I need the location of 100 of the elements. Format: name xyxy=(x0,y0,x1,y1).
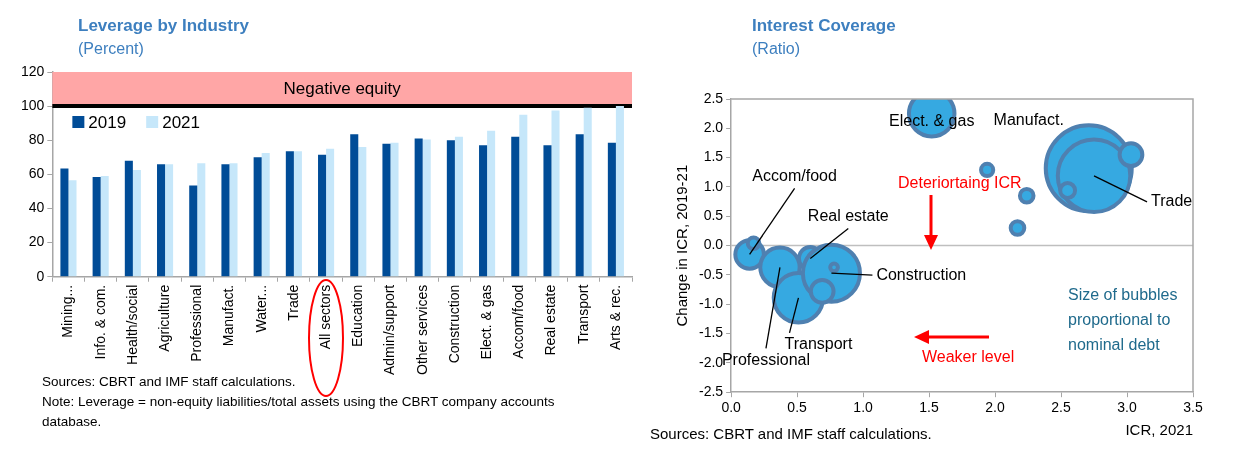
bar xyxy=(390,142,399,277)
x-tick-label: Arts & rec. xyxy=(606,284,623,351)
y-tick-label: 0 xyxy=(36,267,45,284)
x-tick-label: Health/social xyxy=(123,284,140,365)
annotation: Construction xyxy=(876,265,967,283)
x-tick-label: Accom/food xyxy=(510,284,527,359)
bar xyxy=(221,164,230,277)
x-tick-label: All sectors xyxy=(316,284,333,350)
bar xyxy=(92,176,101,277)
chart-title: Interest Coverage xyxy=(752,16,896,36)
x-tick-label: 3.5 xyxy=(1183,399,1203,416)
bar xyxy=(511,136,520,277)
bar xyxy=(285,151,294,277)
x-tick-label: Info. & com. xyxy=(91,284,108,360)
bar xyxy=(454,136,463,277)
x-tick-label: 2.0 xyxy=(985,399,1005,416)
bar xyxy=(165,164,174,277)
y-tick-label: 0.5 xyxy=(703,207,724,224)
x-tick-label: Admin/support xyxy=(381,284,398,376)
bar xyxy=(261,153,270,277)
annotation: Accom/food xyxy=(752,166,837,184)
x-axis-title: ICR, 2021 xyxy=(1125,421,1193,439)
annotation: Size of bubbles proportional to nominal debt xyxy=(1068,285,1179,355)
y-tick-label: 2.0 xyxy=(703,119,724,136)
y-tick-label: 1.5 xyxy=(703,148,724,165)
y-tick-label: 60 xyxy=(28,165,45,182)
bar xyxy=(100,176,109,277)
y-tick-label: 80 xyxy=(28,131,45,148)
x-tick-label: Construction xyxy=(445,284,462,364)
bar xyxy=(615,106,624,277)
bar xyxy=(543,145,552,277)
x-tick-label: Real estate xyxy=(542,284,559,356)
annotation: Trade xyxy=(1151,192,1193,210)
y-tick-label: 100 xyxy=(21,96,45,113)
bar xyxy=(446,140,455,277)
bar xyxy=(253,157,262,277)
source-note: Sources: CBRT and IMF staff calculations. xyxy=(650,424,932,444)
y-tick-label: 2.5 xyxy=(703,89,724,106)
y-tick-label: 1.0 xyxy=(703,177,724,194)
bar xyxy=(229,163,238,277)
y-tick-label: 0.0 xyxy=(703,236,724,253)
bar xyxy=(189,185,198,277)
bar xyxy=(607,142,616,277)
legend-label: 2021 xyxy=(162,112,200,132)
bar xyxy=(124,160,133,277)
bar xyxy=(487,130,496,277)
x-tick-label: 0.5 xyxy=(787,399,808,416)
y-axis-title: Change in ICR, 2019-21 xyxy=(673,164,691,327)
bar xyxy=(197,163,206,277)
y-tick-label: 40 xyxy=(28,199,45,216)
band-label: Negative equity xyxy=(283,78,402,98)
bar xyxy=(68,180,77,277)
y-tick-label: 20 xyxy=(28,233,45,250)
chart-subtitle: (Ratio) xyxy=(752,40,801,58)
bar xyxy=(583,107,592,277)
chart-title: Leverage by Industry xyxy=(78,16,250,36)
x-tick-label: Mining... xyxy=(59,284,76,338)
bar xyxy=(318,154,327,277)
y-tick-label: -2.5 xyxy=(699,383,724,400)
y-tick-label: -2.0 xyxy=(699,353,724,370)
bar xyxy=(350,134,359,277)
bar xyxy=(575,134,584,277)
bar xyxy=(382,143,391,277)
bar xyxy=(358,147,367,277)
legend-label: 2019 xyxy=(88,112,127,132)
x-tick-label: Water... xyxy=(252,284,269,333)
bar xyxy=(60,168,69,277)
annotation: Real estate xyxy=(807,206,889,224)
x-tick-label: 1.5 xyxy=(919,399,940,416)
annotation: Deteriortaing ICR xyxy=(898,173,1022,193)
y-tick-label: 120 xyxy=(21,62,45,79)
x-tick-label: Elect. & gas xyxy=(477,284,494,360)
bar xyxy=(132,170,141,277)
x-tick-label: Agriculture xyxy=(155,284,172,352)
x-tick-label: 3.0 xyxy=(1117,399,1137,416)
bar xyxy=(293,151,302,277)
annotation: Manufact. xyxy=(993,110,1064,128)
source-note: Sources: CBRT and IMF staff calculations. xyxy=(42,374,296,389)
bar xyxy=(414,138,423,277)
x-tick-label: Education xyxy=(349,284,366,348)
x-tick-label: Transport xyxy=(574,284,591,345)
x-tick-label: Professional xyxy=(188,284,205,362)
x-tick-label: Manufact. xyxy=(220,284,237,347)
annotation: Weaker level xyxy=(922,347,1015,367)
bar xyxy=(422,139,431,277)
bar xyxy=(479,145,488,277)
y-tick-label: -0.5 xyxy=(699,265,724,282)
bar xyxy=(326,148,335,277)
x-tick-label: Trade xyxy=(284,284,301,321)
x-tick-label: 1.0 xyxy=(853,399,874,416)
y-tick-label: -1.0 xyxy=(699,295,724,312)
chart-subtitle: (Percent) xyxy=(78,40,144,58)
bar xyxy=(157,164,166,277)
bar xyxy=(551,110,560,277)
x-tick-label: Other services xyxy=(413,284,430,375)
x-tick-label: 2.5 xyxy=(1051,399,1071,416)
text: Note: Leverage = non-equity liabilities/total assets using the CBRT company accounts database. xyxy=(42,393,556,431)
y-tick-label: -1.5 xyxy=(699,324,724,341)
bar xyxy=(519,114,528,277)
x-tick-label: 0.0 xyxy=(721,399,742,416)
